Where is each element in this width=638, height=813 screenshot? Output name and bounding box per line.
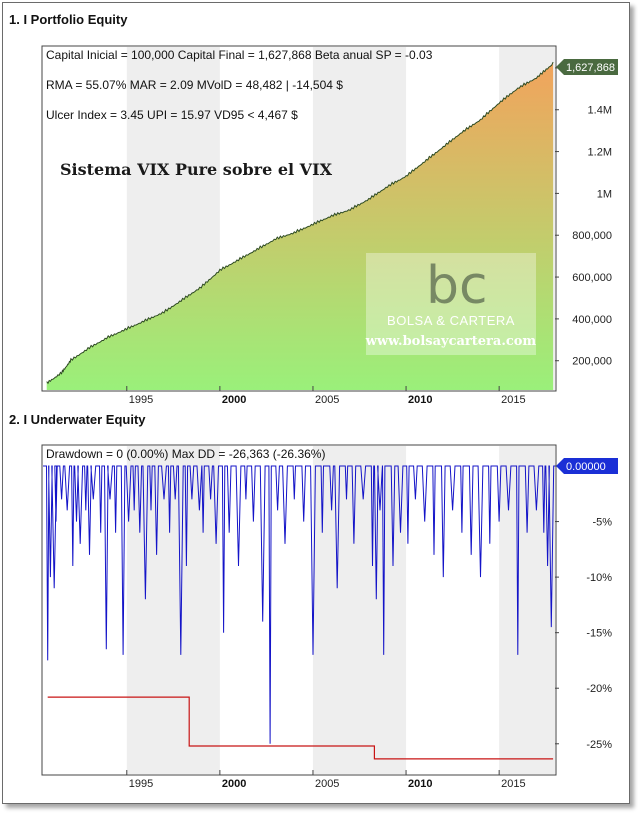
x-tick-label: 2010: [408, 778, 432, 790]
shade-band: [312, 446, 407, 774]
equity-area: [46, 62, 554, 390]
x-tick-label: 2000: [222, 778, 246, 790]
underwater-last-value-tag: 0.00000: [556, 458, 618, 474]
y-tick-label: -10%: [586, 572, 612, 584]
equity-stats-line-1: Capital Inicial = 100,000 Capital Final …: [46, 48, 433, 62]
x-tick-label: 2005: [315, 394, 339, 406]
equity-stats-line-3: Ulcer Index = 3.45 UPI = 15.97 VD95 < 4,…: [46, 108, 298, 122]
x-tick-label: 1995: [129, 778, 153, 790]
x-tick-label: 2015: [501, 394, 525, 406]
max-drawdown-line: [47, 696, 554, 760]
equity-last-value-tag: 1,627,868: [556, 59, 618, 75]
equity-plot-frame: [41, 45, 557, 392]
y-tick-label: 200,000: [572, 356, 612, 368]
y-tick-label: 1.4M: [588, 105, 612, 117]
y-tick-label: 400,000: [572, 314, 612, 326]
y-tick-label: -15%: [586, 628, 612, 640]
x-tick-label: 2000: [222, 394, 246, 406]
watermark-box: [366, 253, 536, 355]
panel1-title: 1. I Portfolio Equity: [9, 12, 128, 27]
y-tick-label: -25%: [586, 739, 612, 751]
x-tick-label: 1995: [129, 394, 153, 406]
underwater-tag-shape: [556, 458, 618, 474]
y-tick-label: -5%: [592, 517, 612, 529]
equity-tag-shape: [556, 59, 618, 75]
watermark: bc BOLSA & CARTERA www.bolsaycartera.com: [365, 253, 537, 355]
underwater-tag-label: 0.00000: [566, 461, 606, 473]
panel2-title: 2. I Underwater Equity: [9, 412, 146, 427]
underwater-stats: Drawdown = 0 (0.00%) Max DD = -26,363 (-…: [46, 447, 325, 461]
x-tick-label: 2010: [408, 394, 432, 406]
equity-stats-line-2: RMA = 55.07% MAR = 2.09 MVolD = 48,482 |…: [46, 78, 343, 92]
watermark-name: BOLSA & CARTERA: [387, 313, 515, 328]
y-tick-label: 1.2M: [588, 147, 612, 159]
x-tick-label: 2015: [501, 778, 525, 790]
y-tick-label: -20%: [586, 683, 612, 695]
drawdown-line: [43, 465, 555, 744]
x-tick-label: 2005: [315, 778, 339, 790]
y-tick-label: 1M: [597, 188, 612, 200]
watermark-url: www.bolsaycartera.com: [365, 334, 537, 349]
equity-tag-label: 1,627,868: [566, 62, 615, 74]
y-tick-label: 800,000: [572, 230, 612, 242]
underwater-plot-frame: [41, 444, 557, 776]
shade-band: [126, 446, 220, 774]
watermark-logo: bc: [426, 256, 488, 316]
y-tick-label: 600,000: [572, 272, 612, 284]
equity-line: [46, 61, 554, 385]
chart-overlay-title: Sistema VIX Pure sobre el VIX: [60, 160, 333, 179]
